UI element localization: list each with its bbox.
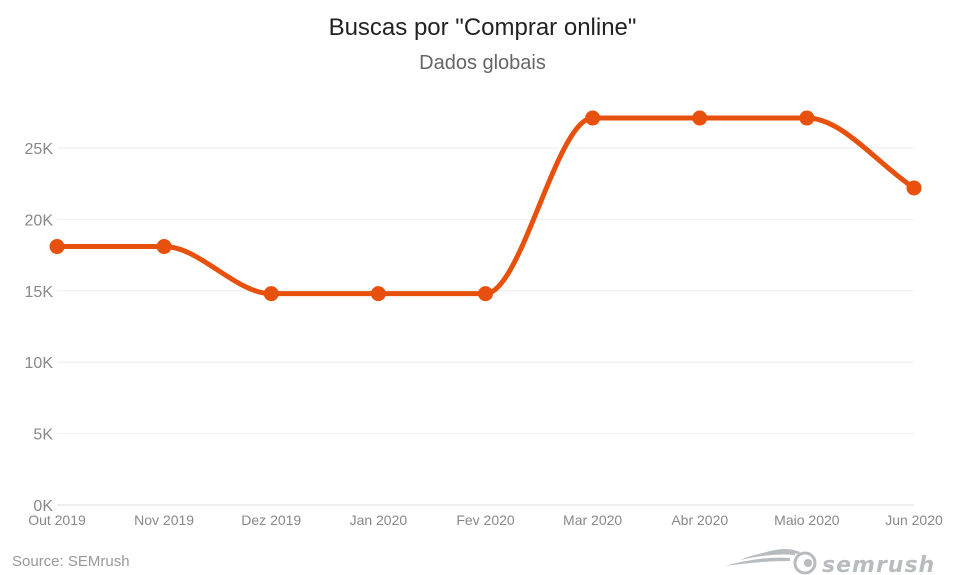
x-tick-label: Dez 2019 <box>241 512 301 528</box>
y-tick-label: 20K <box>25 212 54 229</box>
x-tick-label: Jan 2020 <box>350 512 408 528</box>
data-point <box>49 239 65 255</box>
chart-title: Buscas por "Comprar online" <box>328 14 637 41</box>
chart-subtitle: Dados globais <box>419 52 546 74</box>
y-tick-label: 25K <box>25 141 54 158</box>
x-tick-label: Fev 2020 <box>456 512 515 528</box>
source-note: Source: SEMrush <box>12 553 130 570</box>
y-tick-label: 5K <box>33 427 53 444</box>
series-line <box>54 115 917 297</box>
x-tick-label: Abr 2020 <box>671 512 728 528</box>
data-point <box>156 239 172 255</box>
x-tick-label: Out 2019 <box>28 512 86 528</box>
x-tick-label: Mar 2020 <box>563 512 622 528</box>
y-tick-label: 0K <box>33 498 53 515</box>
x-tick-label: Jun 2020 <box>885 512 943 528</box>
data-point <box>478 286 493 302</box>
data-point <box>263 286 279 302</box>
x-tick-label: Nov 2019 <box>134 512 194 528</box>
data-point <box>906 180 922 196</box>
data-point <box>585 110 601 126</box>
x-tick-label: Maio 2020 <box>774 512 840 528</box>
data-point <box>692 110 708 126</box>
y-tick-label: 15K <box>25 284 54 301</box>
data-point <box>370 286 386 302</box>
y-tick-label: 10K <box>25 355 54 372</box>
data-point <box>799 110 815 126</box>
